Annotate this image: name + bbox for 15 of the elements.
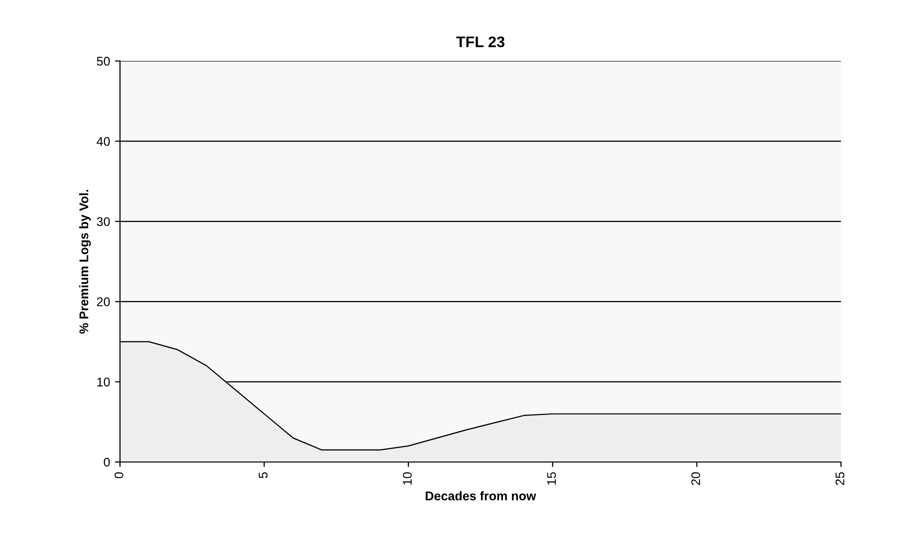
x-axis-title: Decades from now — [426, 491, 536, 500]
y-tick-label: 50 — [96, 56, 110, 66]
y-axis-title: % Premium Logs by Vol. — [79, 190, 91, 334]
y-tick-label: 20 — [97, 297, 110, 306]
x-tick-label: 10 — [402, 472, 412, 485]
x-tick-label: 25 — [836, 472, 844, 485]
x-tick-label: 20 — [691, 472, 700, 485]
x-tick-label: 15 — [547, 472, 556, 485]
y-tick-label: 40 — [96, 137, 110, 146]
x-tick-label: 5 — [258, 472, 268, 478]
x-tick-label: 0 — [114, 472, 124, 478]
y-tick-label: 0 — [104, 458, 110, 467]
y-tick-label: 30 — [96, 217, 110, 226]
chart-title: TFL 23 — [456, 36, 504, 48]
y-tick-label: 10 — [97, 378, 110, 386]
